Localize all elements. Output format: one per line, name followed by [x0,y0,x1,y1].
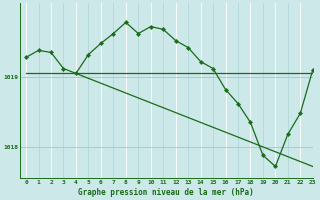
X-axis label: Graphe pression niveau de la mer (hPa): Graphe pression niveau de la mer (hPa) [78,188,254,197]
